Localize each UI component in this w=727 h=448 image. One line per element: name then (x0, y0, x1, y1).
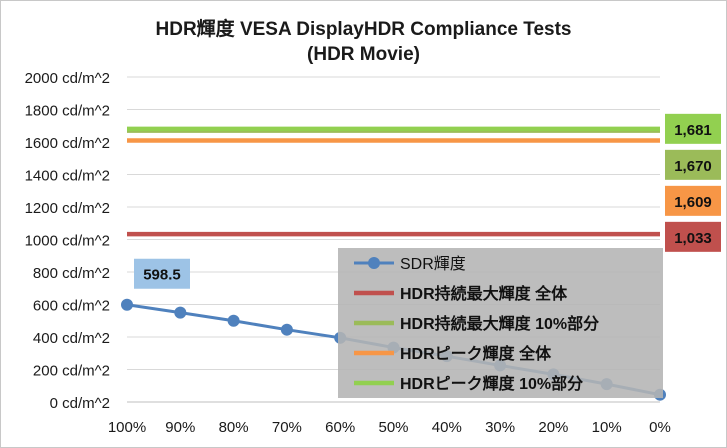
x-tick-label: 10% (592, 419, 622, 436)
y-tick-label: 2000 cd/m^2 (25, 70, 110, 87)
value-label-box (665, 113, 721, 144)
legend-label: HDRピーク輝度 全体 (400, 344, 552, 363)
sdr-point (280, 323, 293, 336)
x-tick-label: 60% (325, 419, 355, 436)
x-tick-label: 80% (219, 419, 249, 436)
x-tick-label: 40% (432, 419, 462, 436)
legend-label: HDR持続最大輝度 10%部分 (400, 314, 599, 333)
x-tick-label: 30% (485, 419, 515, 436)
chart-title-line1: HDR輝度 VESA DisplayHDR Compliance Tests (155, 19, 572, 40)
chart-title-line2: (HDR Movie) (307, 44, 420, 65)
value-label-box (665, 221, 721, 252)
legend-label: HDR持続最大輝度 全体 (400, 284, 568, 303)
value-label-box (665, 149, 721, 180)
y-tick-label: 1400 cd/m^2 (25, 168, 110, 185)
y-tick-label: 600 cd/m^2 (33, 298, 110, 315)
data-label-box (134, 258, 190, 289)
sdr-point (121, 298, 133, 311)
x-tick-label: 70% (272, 419, 302, 436)
x-tick-label: 20% (538, 419, 568, 436)
x-tick-label: 90% (165, 419, 195, 436)
y-tick-label: 400 cd/m^2 (33, 330, 110, 347)
value-label-box (665, 185, 721, 216)
y-tick-label: 800 cd/m^2 (33, 265, 110, 282)
x-tick-label: 50% (378, 419, 408, 436)
x-tick-label: 100% (108, 419, 146, 436)
y-tick-label: 1200 cd/m^2 (25, 200, 110, 217)
value-label: 1,609 (674, 194, 712, 211)
value-label: 1,033 (674, 230, 712, 247)
y-tick-label: 200 cd/m^2 (33, 363, 110, 380)
y-tick-label: 1800 cd/m^2 (25, 103, 110, 120)
value-label: 1,681 (674, 122, 712, 139)
legend-marker (368, 257, 380, 269)
value-label: 1,670 (674, 158, 712, 175)
legend-label: HDRピーク輝度 10%部分 (400, 374, 583, 393)
data-label: 598.5 (143, 267, 181, 284)
y-tick-label: 1600 cd/m^2 (25, 135, 110, 152)
legend-label: SDR輝度 (400, 255, 466, 273)
y-tick-label: 0 cd/m^2 (50, 395, 110, 412)
sdr-point (227, 314, 240, 327)
sdr-point (174, 306, 187, 319)
x-tick-label: 0% (649, 419, 671, 436)
y-tick-label: 1000 cd/m^2 (25, 233, 110, 250)
